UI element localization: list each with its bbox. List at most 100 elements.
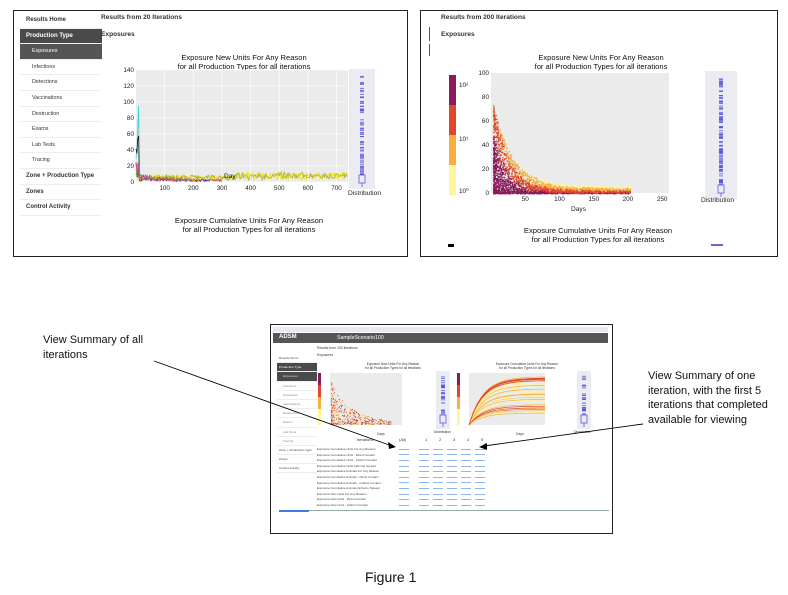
table-link[interactable]: [461, 448, 471, 450]
table-link[interactable]: [447, 465, 457, 467]
section-title[interactable]: Exposures: [441, 31, 475, 38]
app-logo[interactable]: ADSM: [279, 334, 297, 340]
table-header-1[interactable]: (All): [399, 437, 407, 442]
table-link[interactable]: [447, 504, 457, 506]
mini-sidebar-item[interactable]: Exposures: [277, 372, 317, 382]
table-link[interactable]: [461, 482, 471, 484]
table-link[interactable]: [433, 482, 443, 484]
table-link[interactable]: [461, 471, 471, 473]
table-link[interactable]: [399, 504, 409, 506]
sidebar-item-control-activity[interactable]: Control Activity: [20, 200, 102, 216]
table-link[interactable]: [399, 482, 409, 484]
distribution-boxplot[interactable]: [703, 71, 739, 199]
table-link[interactable]: [433, 448, 443, 450]
table-link[interactable]: [475, 454, 485, 456]
table-link[interactable]: [433, 454, 443, 456]
sidebar-item-exams[interactable]: Exams: [20, 122, 102, 138]
table-link[interactable]: [433, 460, 443, 461]
distribution-boxplot[interactable]: [347, 69, 377, 189]
table-link[interactable]: [433, 471, 443, 473]
mini-heatmap-right[interactable]: [457, 371, 549, 433]
table-link[interactable]: [419, 499, 429, 501]
table-link[interactable]: [433, 493, 443, 495]
mini-sidebar-item[interactable]: Tracing: [277, 437, 317, 446]
table-link[interactable]: [399, 465, 409, 467]
table-link[interactable]: [475, 488, 485, 489]
section-title[interactable]: Exposures: [101, 31, 135, 38]
table-link[interactable]: [399, 499, 409, 501]
table-link[interactable]: [447, 482, 457, 484]
table-link[interactable]: [419, 465, 429, 467]
table-link[interactable]: [399, 448, 409, 450]
table-link[interactable]: [399, 460, 409, 461]
mini-sidebar-item[interactable]: Infections: [277, 382, 317, 391]
table-link[interactable]: [447, 454, 457, 456]
mini-sidebar-item[interactable]: Production Type: [277, 363, 317, 373]
sidebar-item-results-home[interactable]: Results Home: [20, 13, 102, 29]
table-link[interactable]: [399, 476, 409, 478]
table-link[interactable]: [475, 499, 485, 501]
sidebar-item-infections[interactable]: Infections: [20, 60, 102, 76]
table-link[interactable]: [475, 465, 485, 467]
table-link[interactable]: [399, 471, 409, 473]
mini-heatmap-left[interactable]: [318, 371, 406, 433]
table-link[interactable]: [419, 488, 429, 489]
table-link[interactable]: [419, 460, 429, 461]
table-header-2[interactable]: 1: [425, 437, 428, 442]
sidebar-item-vaccinations[interactable]: Vaccinations: [20, 91, 102, 107]
sidebar-item-exposures[interactable]: Exposures: [20, 44, 102, 60]
table-link[interactable]: [461, 454, 471, 456]
table-link[interactable]: [419, 454, 429, 456]
table-link[interactable]: [433, 488, 443, 489]
mini-sidebar-item[interactable]: Lab Tests: [277, 428, 317, 437]
mini-sidebar-item[interactable]: Destruction: [277, 409, 317, 419]
table-link[interactable]: [461, 499, 471, 501]
mini-sidebar-item[interactable]: Results Home: [277, 354, 317, 364]
sidebar-item-zones[interactable]: Zones: [20, 185, 102, 201]
table-header-6[interactable]: 5: [481, 437, 484, 442]
table-link[interactable]: [461, 476, 471, 478]
table-link[interactable]: [419, 448, 429, 450]
table-link[interactable]: [447, 460, 457, 461]
sidebar-item-production-type[interactable]: Production Type: [20, 28, 102, 45]
table-header-5[interactable]: 4: [467, 437, 470, 442]
table-link[interactable]: [447, 471, 457, 473]
table-link[interactable]: [475, 460, 485, 461]
table-link[interactable]: [399, 493, 409, 495]
table-link[interactable]: [461, 465, 471, 467]
sidebar-item-lab-tests[interactable]: Lab Tests: [20, 138, 102, 154]
table-link[interactable]: [433, 476, 443, 478]
mini-sidebar-item[interactable]: Exams: [277, 418, 317, 428]
table-link[interactable]: [447, 493, 457, 495]
mini-sidebar-item[interactable]: Zones: [277, 455, 317, 465]
table-link[interactable]: [399, 454, 409, 456]
table-link[interactable]: [419, 471, 429, 473]
table-link[interactable]: [475, 476, 485, 478]
table-link[interactable]: [461, 493, 471, 495]
mini-sidebar-item[interactable]: Vaccinations: [277, 400, 317, 410]
mini-sidebar-item[interactable]: Control Activity: [277, 464, 317, 474]
table-link[interactable]: [419, 493, 429, 495]
table-link[interactable]: [461, 504, 471, 506]
sidebar-item-detections[interactable]: Detections: [20, 75, 102, 91]
table-link[interactable]: [399, 488, 409, 489]
table-link[interactable]: [461, 460, 471, 461]
table-header-3[interactable]: 2: [439, 437, 442, 442]
table-link[interactable]: [475, 493, 485, 495]
mini-sidebar-item[interactable]: Zone + Production Type: [277, 446, 317, 456]
table-link[interactable]: [461, 488, 471, 489]
table-link[interactable]: [447, 499, 457, 501]
table-link[interactable]: [447, 448, 457, 450]
sidebar-item-destruction[interactable]: Destruction: [20, 107, 102, 123]
table-link[interactable]: [433, 465, 443, 467]
mini-sidebar-item[interactable]: Detections: [277, 391, 317, 400]
table-link[interactable]: [419, 476, 429, 478]
table-link[interactable]: [433, 499, 443, 501]
table-link[interactable]: [475, 471, 485, 473]
table-link[interactable]: [447, 488, 457, 489]
table-link[interactable]: [475, 504, 485, 506]
sidebar-item-tracing[interactable]: Tracing: [20, 153, 102, 169]
table-link[interactable]: [475, 448, 485, 450]
